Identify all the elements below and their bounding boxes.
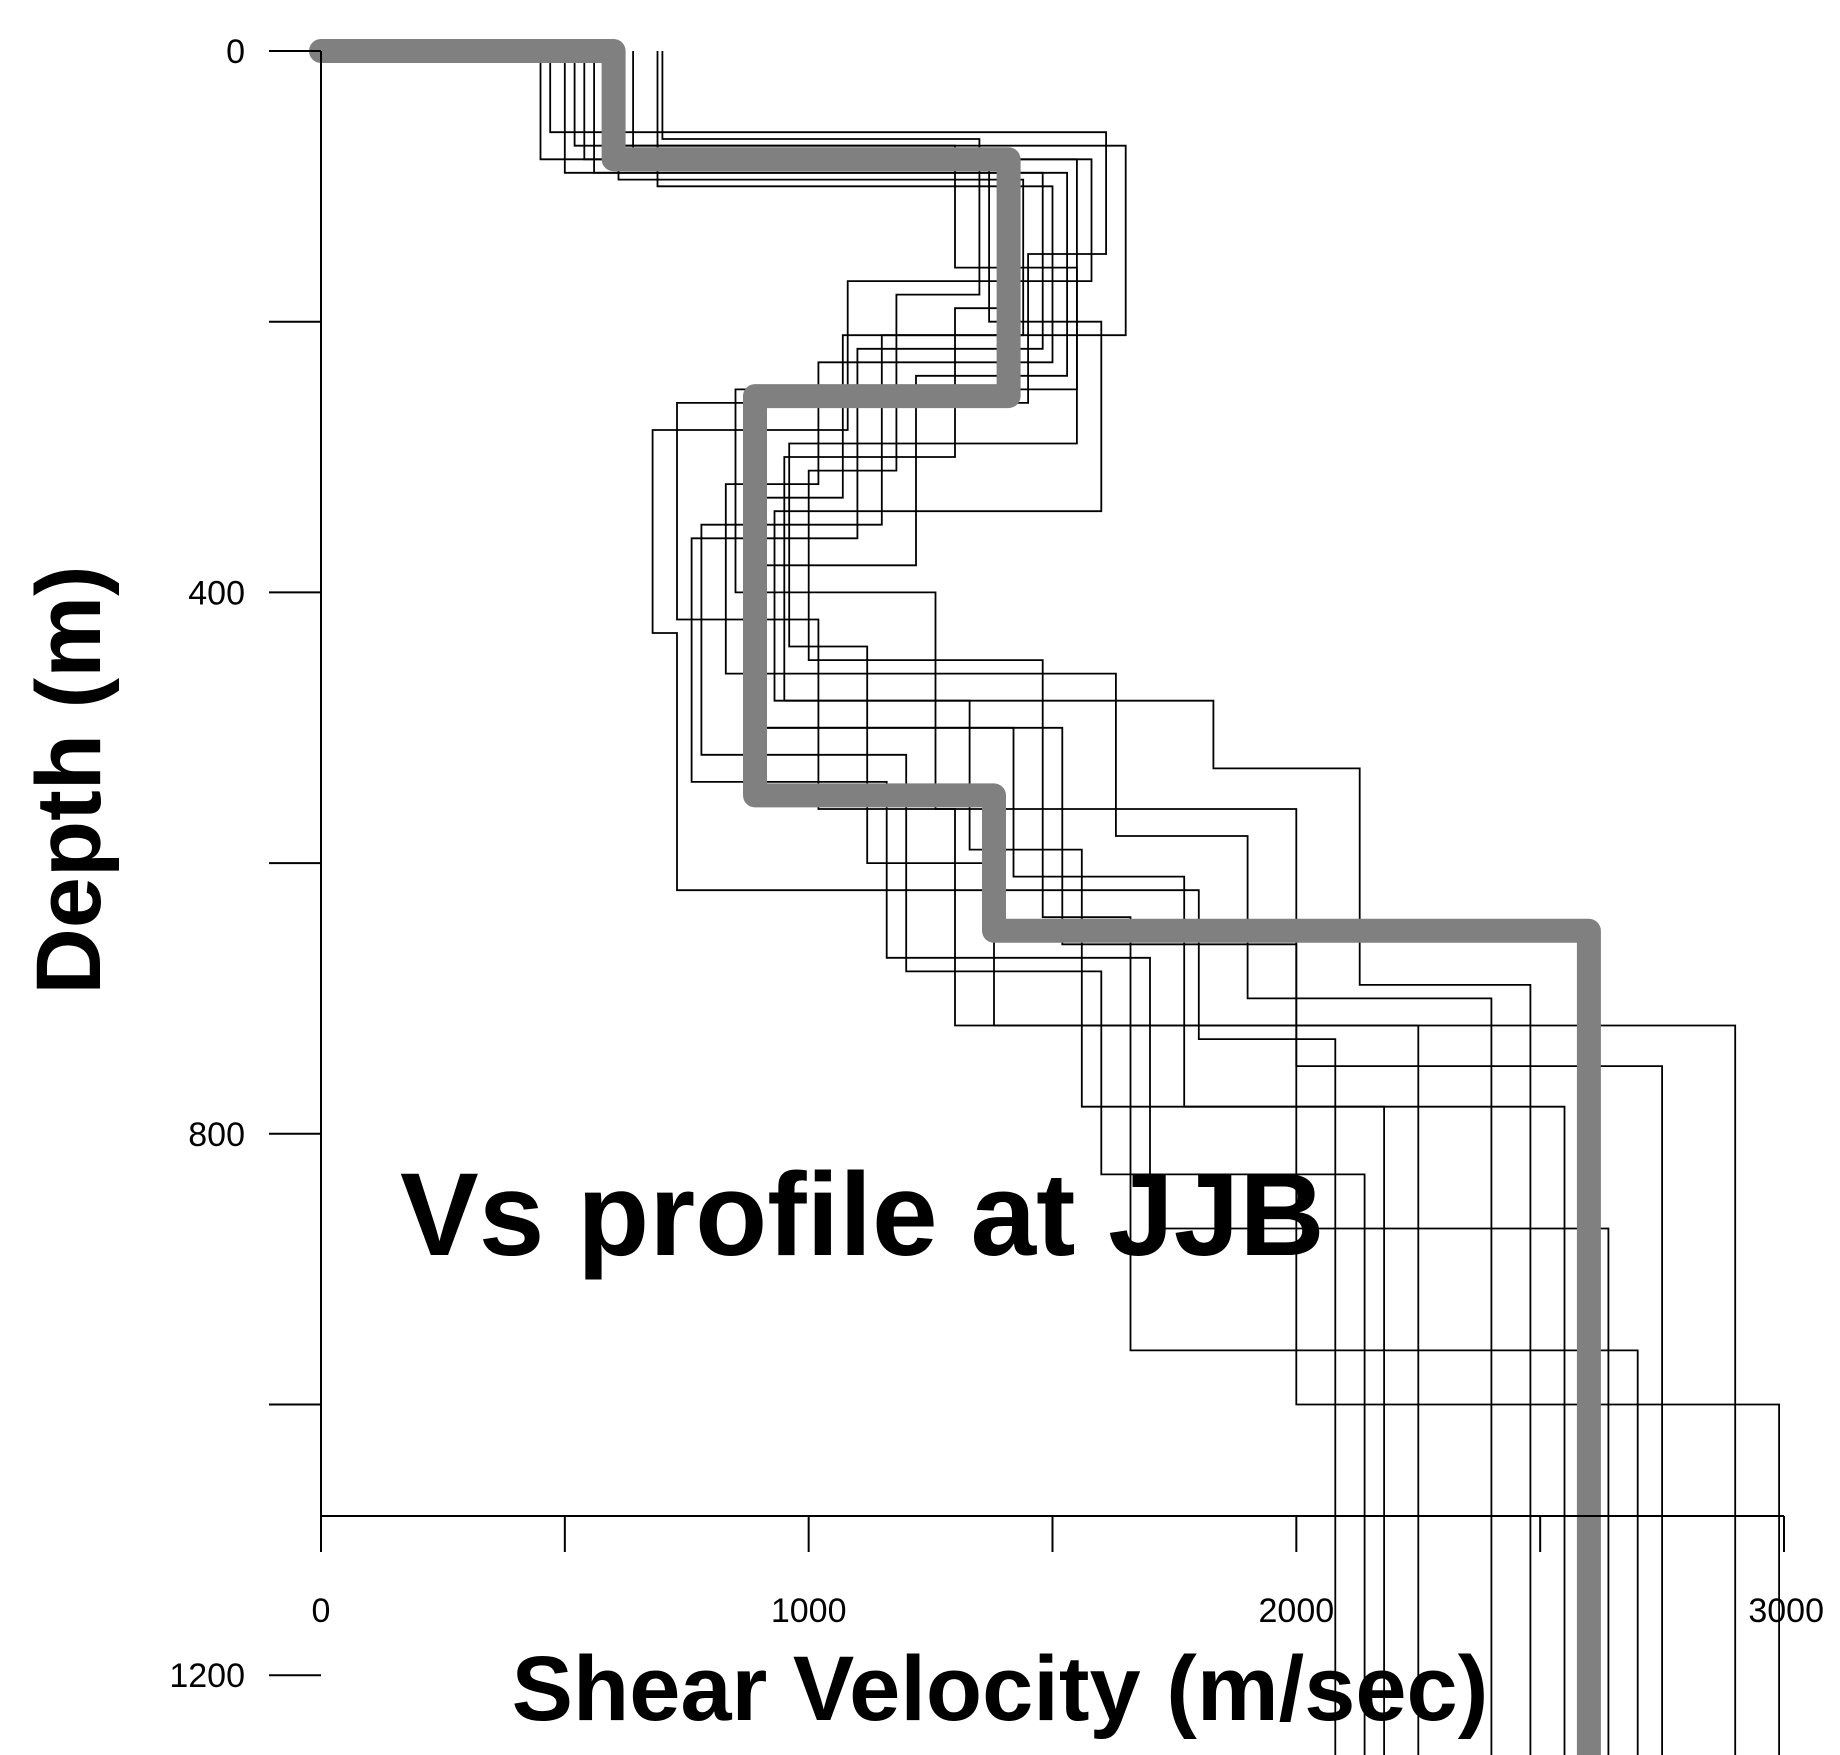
trial-profile-line-8 <box>563 51 1610 1755</box>
x-axis-title: Shear Velocity (m/sec) <box>512 1638 1489 1740</box>
tick-labels-group: 0 400 800 1200 0 1000 2000 3000 <box>169 33 1824 1695</box>
x-tick-label-1000: 1000 <box>771 1592 847 1630</box>
mean-profile-line <box>309 39 1601 1755</box>
y-tick-label-1200: 1200 <box>169 1657 245 1695</box>
trial-profile-line-7 <box>632 51 1566 1755</box>
x-tick-label-0: 0 <box>312 1592 331 1630</box>
y-axis-title: Depth (m) <box>18 565 120 994</box>
x-tick-label-2000: 2000 <box>1259 1592 1335 1630</box>
y-tick-label-400: 400 <box>188 574 245 612</box>
y-tick-label-0: 0 <box>226 33 245 71</box>
trial-profile-line-1 <box>539 51 1337 1755</box>
y-tick-label-800: 800 <box>188 1116 245 1154</box>
axes-group <box>269 50 1785 1677</box>
trial-profile-line-6 <box>607 51 1532 1755</box>
chart-annotation: Vs profile at JJB <box>400 1149 1325 1281</box>
trial-profile-line-10 <box>583 51 1663 1755</box>
trial-profile-line-5 <box>656 51 1493 1755</box>
trial-profile-line-9 <box>661 51 1639 1755</box>
trial-profile-line-12 <box>602 51 1737 1755</box>
mean-profile-group <box>309 39 1601 1755</box>
trial-profile-line-2 <box>573 51 1366 1755</box>
x-tick-label-3000: 3000 <box>1748 1592 1824 1630</box>
